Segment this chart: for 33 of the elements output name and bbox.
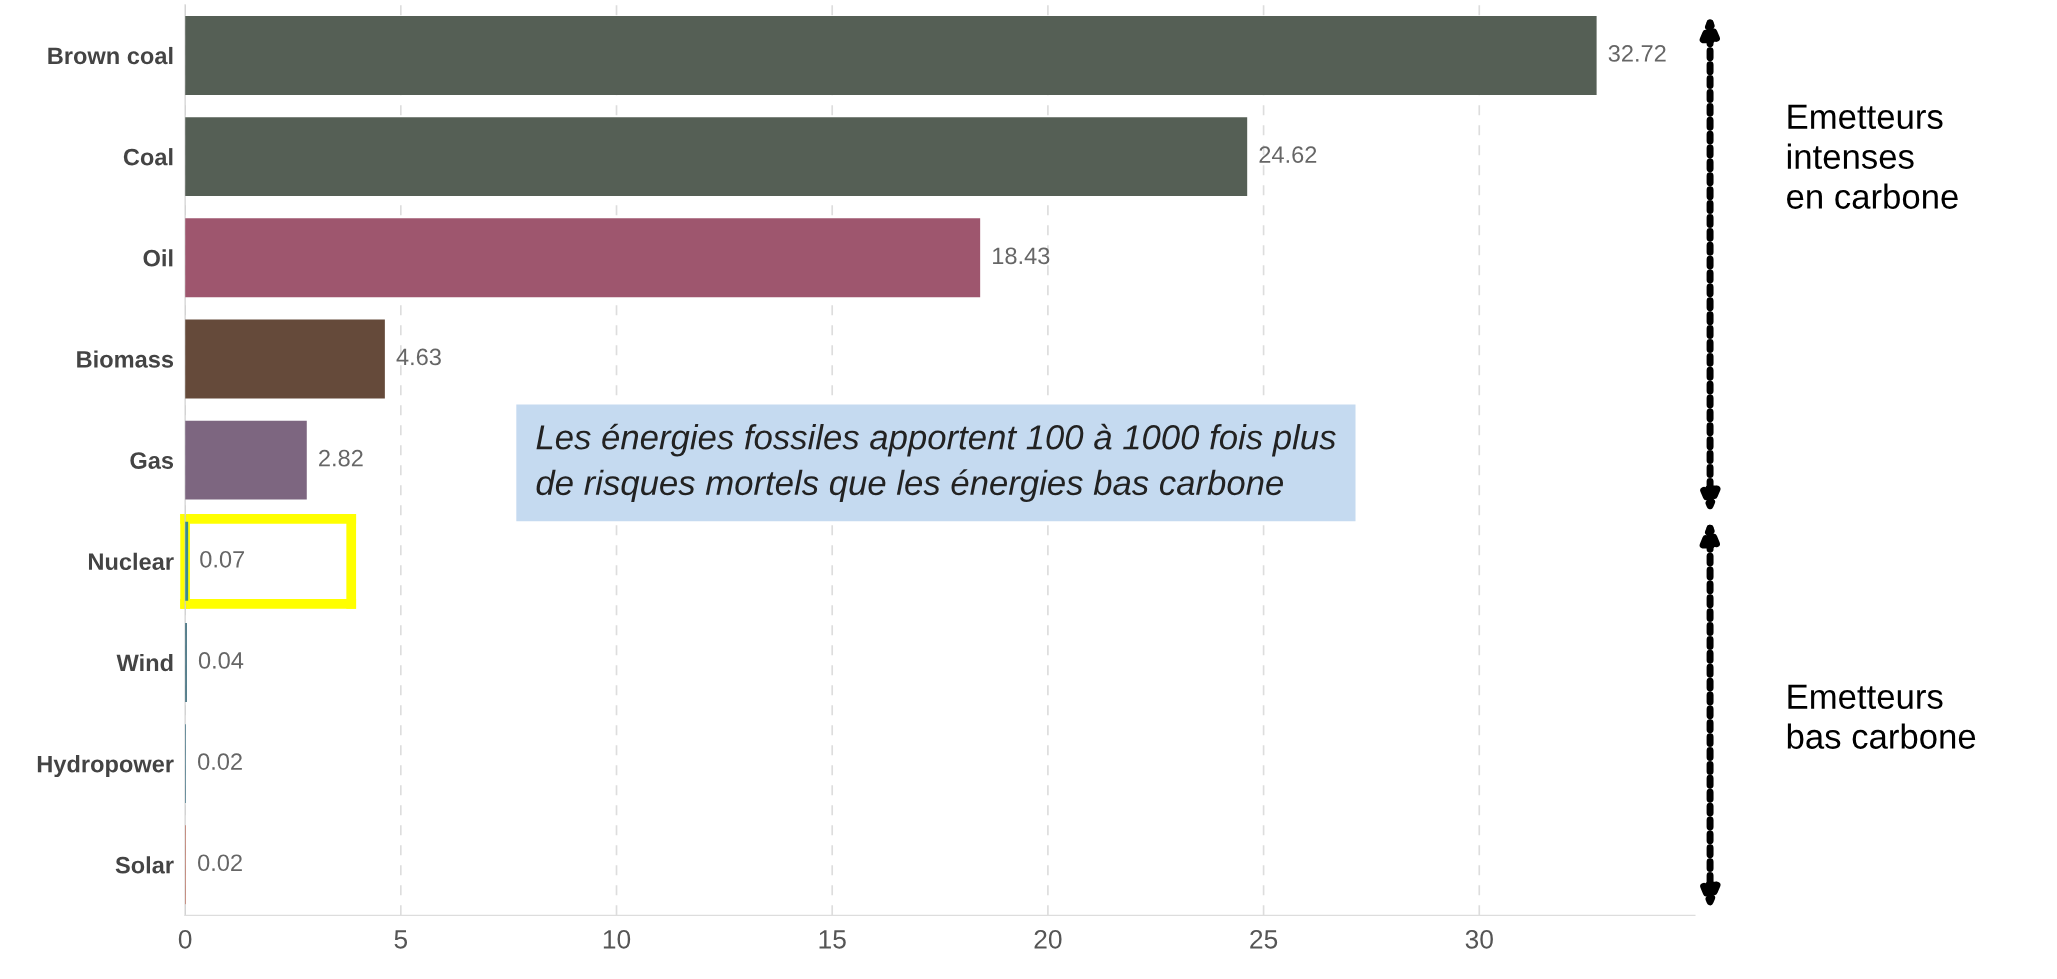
y-tick-label: Brown coal [48, 46, 173, 65]
x-tick-label: 0 [178, 929, 192, 949]
annotation: Les énergies fossiles apportent 100 à 1000 fois plus de risques mortels que les énergies bas carbone [536, 423, 1336, 503]
y-tick-label: Solar [115, 856, 174, 874]
data-label: 4.63 [396, 348, 441, 366]
bar [185, 319, 385, 399]
bar [185, 117, 1248, 197]
bar [185, 218, 981, 298]
y-tick-label: Nuclear [88, 552, 174, 571]
x-tick-label: 20 [1034, 929, 1062, 949]
x-tick-label: 5 [394, 930, 408, 949]
x-tick-label: 25 [1250, 929, 1278, 949]
x-tick-label: 10 [603, 929, 631, 949]
data-label: 0.02 [198, 854, 242, 872]
y-tick-label: Oil [143, 249, 173, 267]
x-tick-label: 30 [1465, 929, 1493, 949]
data-label: 24.62 [1259, 146, 1317, 163]
bar [185, 16, 1597, 95]
data-label: 2.82 [319, 449, 363, 467]
data-label: 0.02 [198, 753, 242, 770]
bar [185, 420, 307, 500]
text: Emetteurs intenses en carbone [1787, 104, 1958, 209]
x-tick-label: 15 [819, 930, 846, 949]
y-tick-label: Hydropower [37, 755, 174, 778]
y-tick-label: Coal [123, 148, 173, 166]
y-tick-label: Gas [130, 452, 174, 469]
data-label: 32.72 [1608, 45, 1666, 62]
data-label: 0.04 [198, 652, 244, 669]
y-tick-label: Biomass [77, 350, 174, 368]
data-label: 0.07 [200, 550, 245, 568]
data-label: 18.43 [993, 247, 1050, 265]
y-tick-label: Wind [116, 653, 173, 672]
text: Emetteurs bas carbone [1787, 684, 1976, 749]
